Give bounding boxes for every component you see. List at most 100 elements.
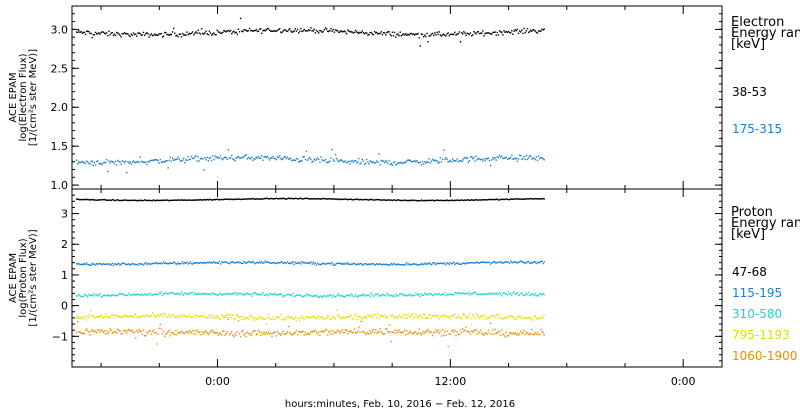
data-point [536, 198, 539, 200]
data-point [342, 316, 344, 318]
data-point [89, 163, 91, 165]
data-point [411, 333, 414, 335]
data-point [166, 292, 168, 294]
data-point [330, 157, 332, 159]
data-point [218, 293, 221, 295]
data-point [504, 31, 506, 33]
data-point [176, 292, 178, 295]
data-point [195, 31, 197, 33]
data-point [363, 263, 366, 265]
data-point [165, 292, 167, 294]
data-point [309, 294, 311, 296]
data-point [342, 263, 344, 265]
data-point [185, 34, 187, 36]
data-point [381, 160, 384, 162]
data-point [322, 330, 324, 332]
data-point [84, 33, 87, 35]
data-point [301, 160, 303, 162]
data-point [261, 198, 263, 200]
data-point [348, 160, 350, 162]
data-point [212, 33, 214, 35]
data-point [91, 329, 93, 331]
data-point [145, 161, 147, 164]
data-point [167, 331, 169, 333]
data-point [458, 292, 461, 294]
data-point [277, 316, 280, 319]
data-point [306, 159, 309, 161]
data-point [387, 330, 389, 333]
data-point [289, 28, 291, 30]
data-point [366, 294, 368, 296]
data-point [515, 158, 517, 160]
data-point [418, 200, 420, 202]
data-point [261, 260, 263, 263]
data-point [255, 198, 257, 200]
data-point [455, 160, 457, 162]
data-point [343, 30, 346, 32]
data-point [377, 33, 379, 35]
data-point [441, 158, 444, 161]
data-point [171, 157, 174, 159]
data-point [360, 31, 362, 34]
data-point [541, 330, 543, 333]
data-point [446, 199, 448, 201]
data-point [183, 294, 185, 296]
data-point [337, 198, 339, 200]
data-point [505, 30, 507, 33]
data-point [286, 198, 289, 200]
data-point [139, 199, 141, 202]
data-point [179, 160, 182, 162]
data-point [350, 263, 352, 265]
data-point [308, 198, 310, 200]
data-point [350, 330, 352, 332]
data-point [428, 262, 430, 264]
data-point [314, 262, 317, 264]
data-point [292, 31, 294, 33]
data-point [424, 34, 426, 36]
data-point [130, 199, 132, 201]
data-point [397, 33, 399, 35]
data-point [80, 31, 82, 33]
data-point [92, 263, 94, 266]
data-point [149, 292, 151, 294]
data-point [332, 159, 334, 161]
data-point [431, 199, 434, 201]
data-point [382, 32, 385, 34]
data-point [196, 160, 198, 162]
data-point [373, 199, 376, 201]
data-point [537, 318, 540, 320]
data-point [431, 334, 434, 337]
data-point [293, 295, 295, 298]
data-point [273, 261, 275, 264]
data-point [341, 31, 343, 33]
data-point [450, 315, 453, 317]
data-point [303, 155, 305, 158]
data-point [167, 293, 169, 296]
data-point [242, 329, 244, 332]
data-point [482, 30, 484, 32]
data-point [247, 293, 250, 295]
data-point [361, 30, 363, 32]
data-point [456, 158, 458, 160]
data-point [476, 333, 478, 335]
data-point [255, 333, 257, 336]
data-point [117, 199, 119, 201]
data-point [371, 33, 373, 35]
data-point [320, 316, 322, 318]
data-point [186, 293, 188, 295]
data-point [322, 197, 324, 200]
data-point [328, 315, 330, 317]
data-point [80, 332, 82, 334]
data-point [481, 158, 483, 161]
data-point [85, 262, 88, 264]
data-point [378, 331, 380, 333]
data-point [261, 32, 263, 34]
data-point [392, 162, 395, 164]
data-point [398, 35, 400, 37]
y-axis-title: [1/(cm²s ster MeV)] [28, 49, 39, 146]
data-point [496, 261, 498, 264]
data-point [380, 314, 382, 317]
data-point [429, 330, 432, 333]
data-point [349, 31, 351, 33]
data-point [241, 157, 243, 159]
